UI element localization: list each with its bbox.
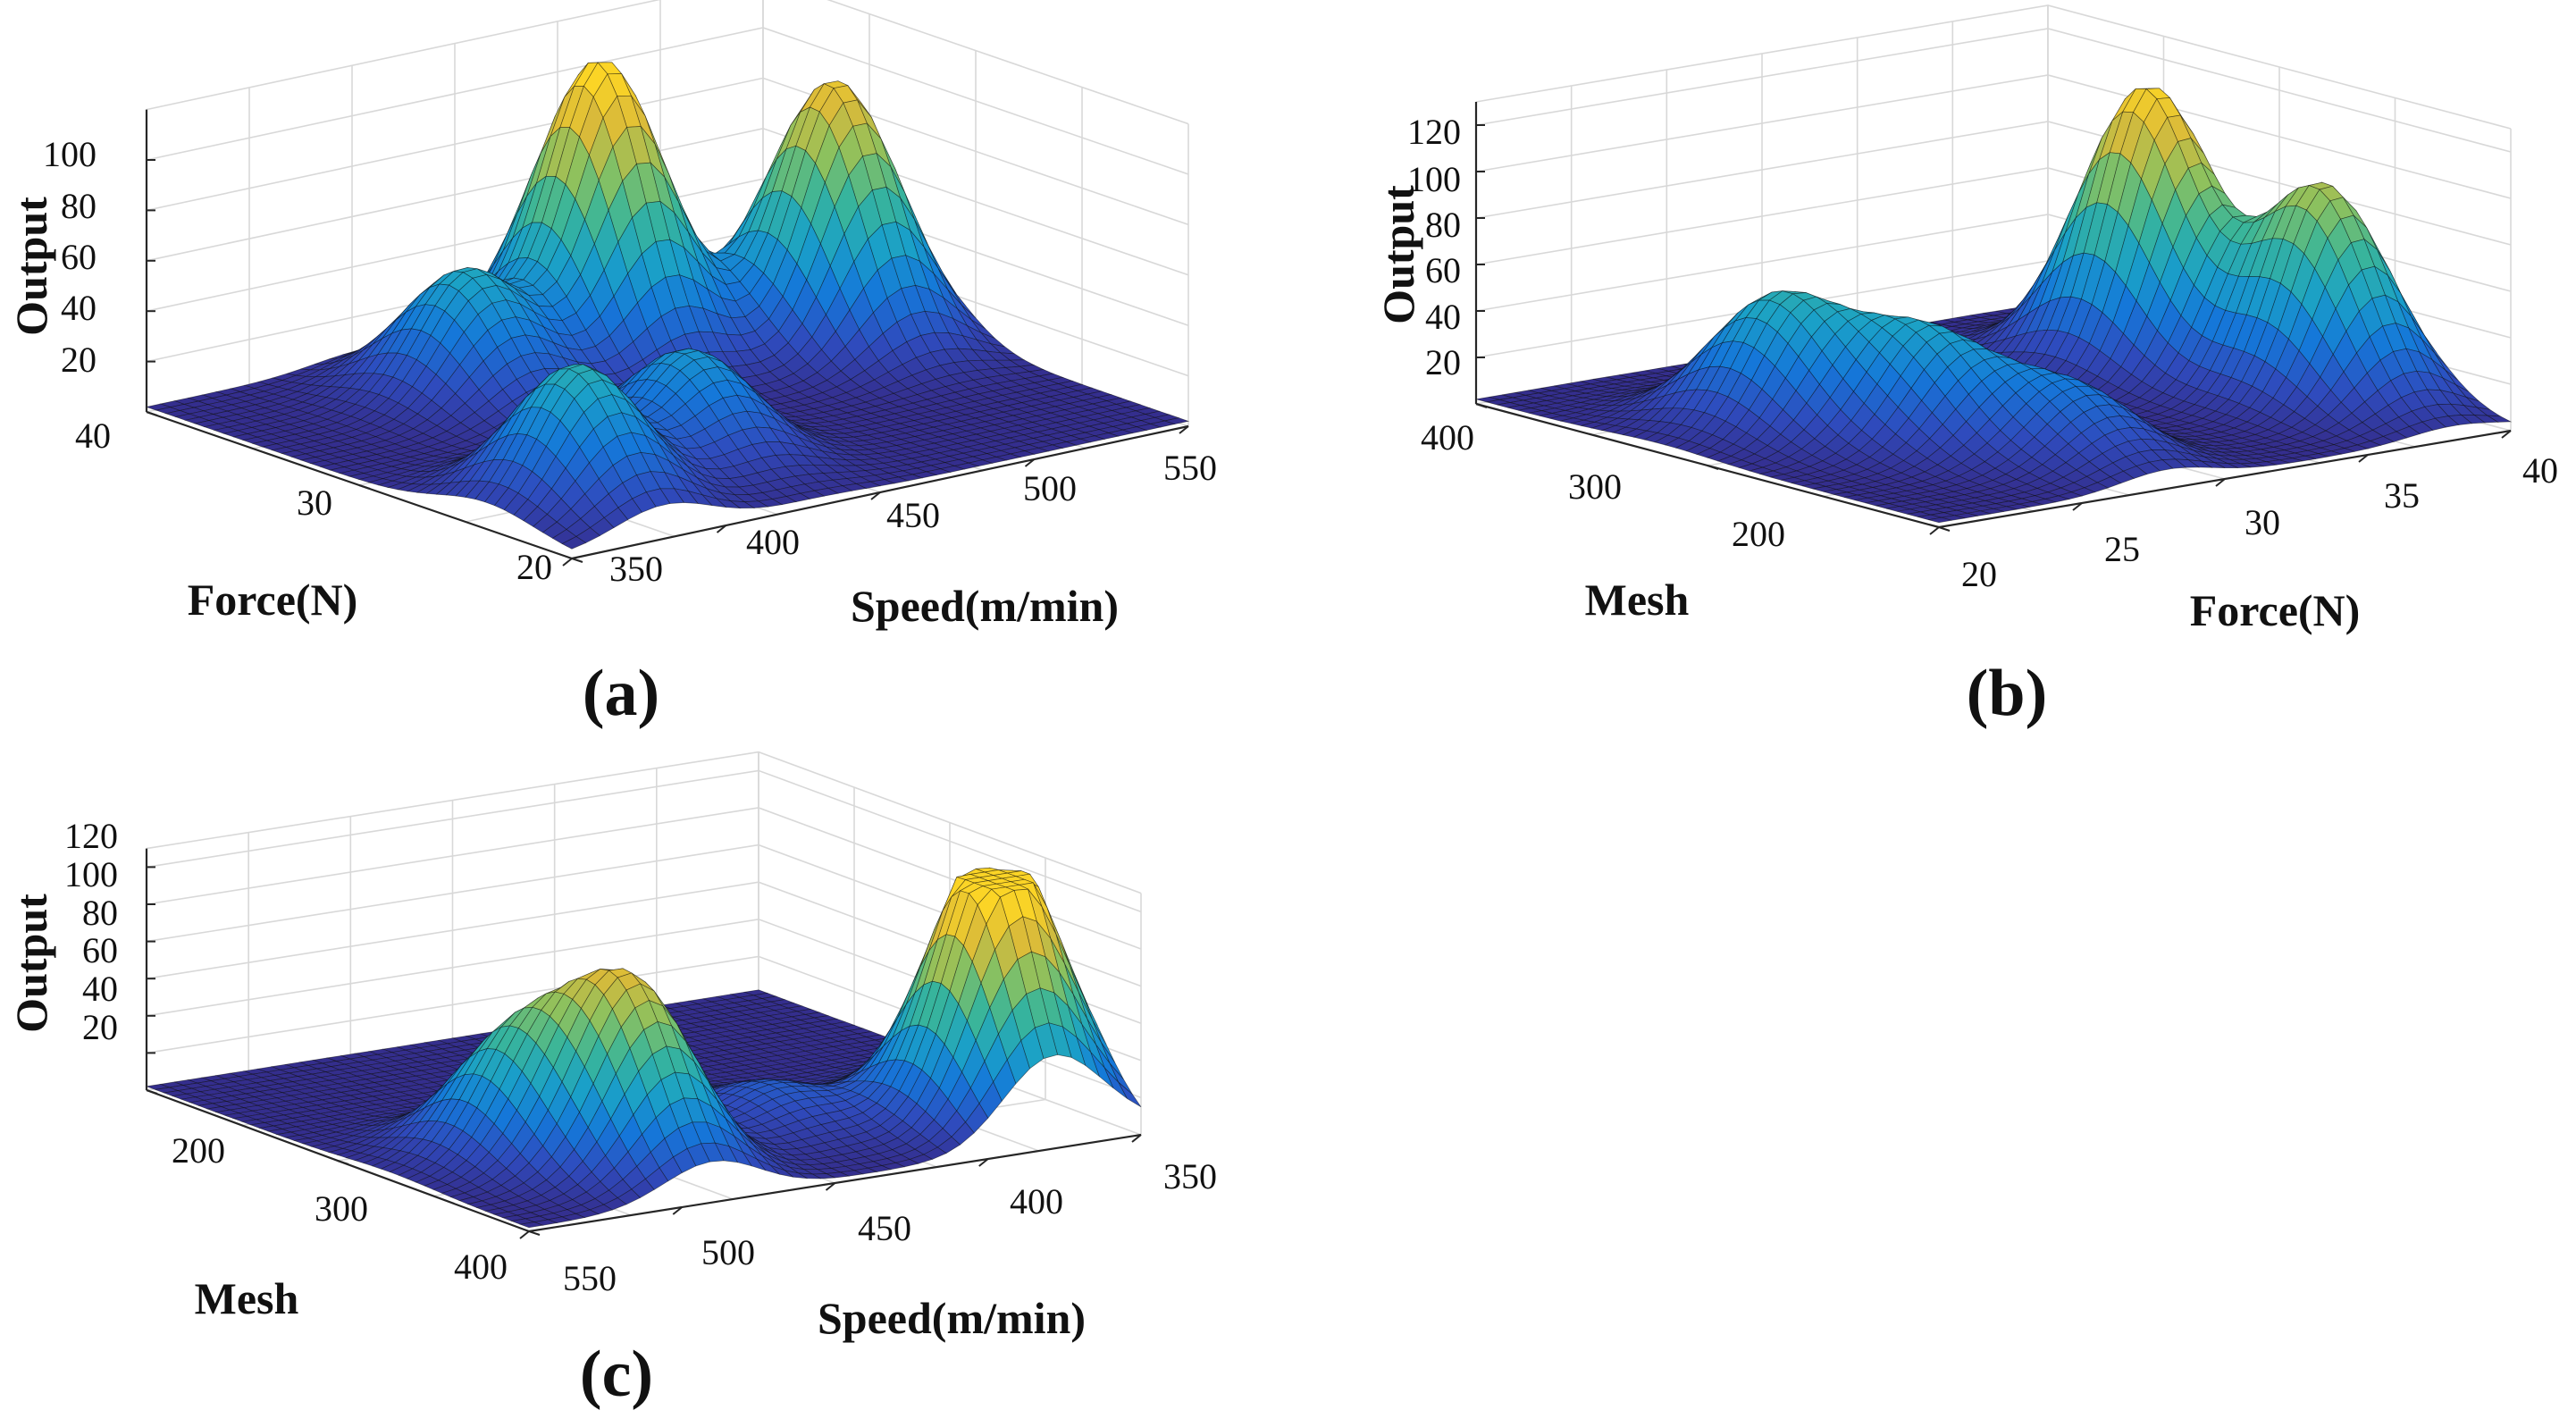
panel-b-y-tick-label: 200 <box>1732 514 1785 554</box>
x-tick-mark <box>1024 458 1036 467</box>
panel-b-x-tick-label: 35 <box>2384 475 2420 516</box>
grid-line <box>146 178 1189 326</box>
panel-b-z-axis-label: Output <box>1373 185 1423 324</box>
panel-a-label: (a) <box>583 657 659 730</box>
y-tick-mark <box>358 484 371 490</box>
panel-b-x-tick-label: 25 <box>2104 529 2140 569</box>
panel-a: 100 80 60 40 20 Output 40 30 20 Force(N)… <box>6 0 1217 730</box>
panel-a-x-tick-label: 450 <box>886 495 940 535</box>
x-tick-mark <box>870 491 881 500</box>
panel-a-y-tick-label: 40 <box>75 416 111 456</box>
panel-a-axes <box>145 109 1189 567</box>
grid-line <box>146 127 1189 276</box>
panel-a-x-axis-label: Speed(m/min) <box>851 581 1119 631</box>
panel-a-z-tick-label: 60 <box>61 237 96 277</box>
panel-b-label: (b) <box>1967 657 2047 730</box>
panel-a-x-tick-label: 400 <box>746 522 800 562</box>
panel-c: 120 100 80 60 40 20 Output 200 300 400 M… <box>6 751 1217 1411</box>
panel-a-surface <box>145 62 1190 550</box>
grid-line <box>1475 121 2512 246</box>
panel-b-y-tick-label: 300 <box>1568 466 1622 507</box>
panel-a-z-tick-label: 100 <box>43 134 96 174</box>
panel-a-x-tick-label: 500 <box>1023 468 1077 508</box>
x-tick-mark <box>1179 425 1189 434</box>
panel-b-z-tick-label: 20 <box>1425 342 1461 382</box>
grid-line <box>146 77 1189 226</box>
panel-a-z-tick-label: 20 <box>61 340 96 380</box>
grid-line <box>1475 4 2512 130</box>
panel-a-z-axis-label: Output <box>6 197 56 336</box>
panel-b-x-tick-label: 40 <box>2522 450 2558 491</box>
panel-a-x-tick-label: 350 <box>609 549 663 589</box>
panel-a-y-tick-label: 30 <box>297 483 332 523</box>
grid-line <box>1475 28 2512 153</box>
x-tick-mark <box>1929 526 1940 535</box>
panel-a-z-tick-label: 40 <box>61 288 96 328</box>
grid-line <box>1475 74 2512 199</box>
x-tick-mark <box>562 558 573 567</box>
panel-c-surface <box>145 867 1142 1229</box>
panel-b-z-tick-label: 60 <box>1425 250 1461 290</box>
y-tick-mark <box>146 411 158 416</box>
panel-b-x-axis-label: Force(N) <box>2190 585 2361 635</box>
grid-line <box>146 0 1189 125</box>
panel-b-surface <box>1475 88 2513 524</box>
panel-b-z-tick-label: 40 <box>1425 297 1461 337</box>
panel-b: 120 100 80 60 40 20 Output 400 300 200 M… <box>1373 4 2558 730</box>
y-tick-mark <box>571 558 583 563</box>
panel-a-x-tick-label: 550 <box>1163 448 1217 488</box>
y-tick-mark <box>1938 526 1951 532</box>
panel-b-z-tick-label: 120 <box>1407 112 1461 152</box>
panel-b-x-tick-label: 30 <box>2245 502 2280 542</box>
panel-b-x-tick-label: 20 <box>1961 554 1997 594</box>
surface-patch <box>561 535 587 550</box>
panel-a-z-tick-label: 80 <box>61 186 96 226</box>
panel-a-y-tick-label: 20 <box>516 547 552 587</box>
panel-b-z-tick-label: 80 <box>1425 205 1461 245</box>
panel-b-y-axis-label: Mesh <box>1585 575 1690 625</box>
grid-line <box>146 27 1189 175</box>
panel-a-y-axis-label: Force(N) <box>188 575 358 625</box>
panel-b-y-tick-label: 400 <box>1421 417 1474 457</box>
x-tick-mark <box>716 525 727 533</box>
